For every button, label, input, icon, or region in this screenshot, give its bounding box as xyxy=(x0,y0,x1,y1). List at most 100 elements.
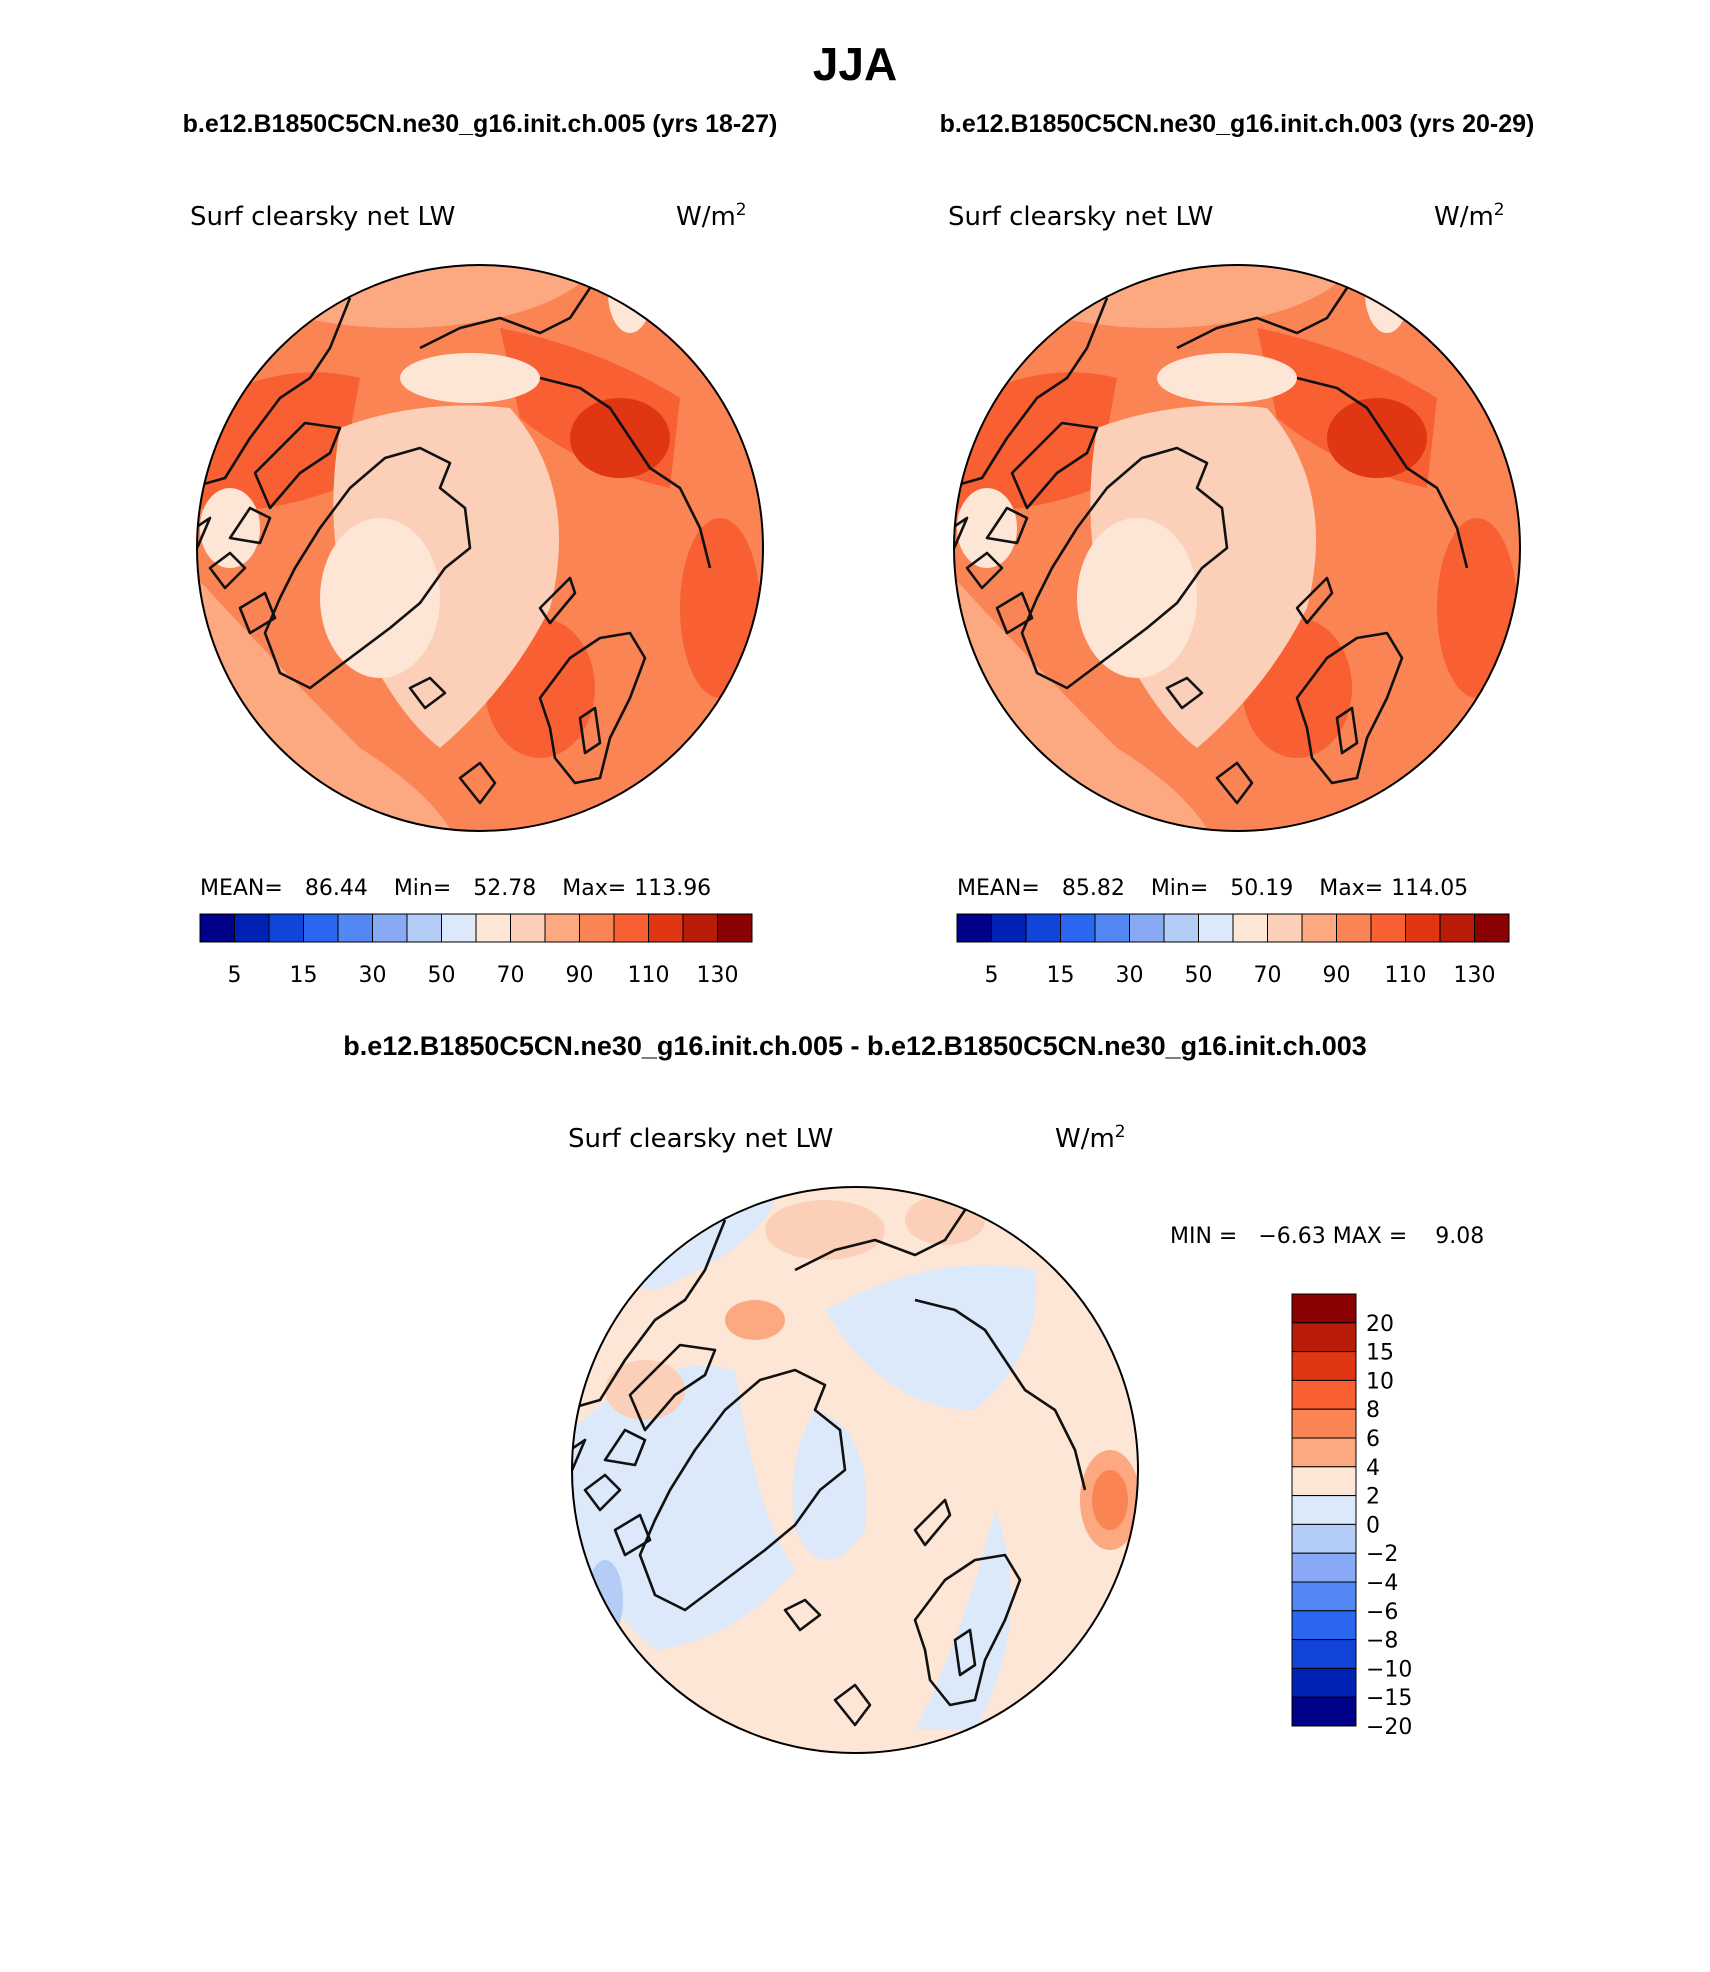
colorbar-box xyxy=(613,913,649,943)
colorbar-tick-label: 10 xyxy=(1366,1369,1394,1394)
colorbar-tick-label: −4 xyxy=(1366,1571,1398,1596)
colorbar-box xyxy=(1291,1552,1357,1583)
colorbar-box xyxy=(1291,1523,1357,1554)
panel-right-map xyxy=(953,264,1521,832)
panel-left-variable-label: Surf clearsky net LW xyxy=(190,202,455,232)
colorbar-box xyxy=(1291,1408,1357,1439)
colorbar-tick-label: −6 xyxy=(1366,1600,1398,1625)
colorbar-tick-label: 6 xyxy=(1366,1427,1380,1452)
colorbar-box xyxy=(544,913,580,943)
colorbar-tick-label: −8 xyxy=(1366,1629,1398,1654)
panel-right-variable-label: Surf clearsky net LW xyxy=(948,202,1213,232)
colorbar-tick-label: 15 xyxy=(1366,1341,1394,1366)
panel-right-case-label: b.e12.B1850C5CN.ne30_g16.init.ch.003 (yr… xyxy=(940,110,1535,138)
colorbar-tick-label: 110 xyxy=(1385,963,1427,988)
colorbar-tick-label: −2 xyxy=(1366,1542,1398,1567)
colorbar-box xyxy=(1405,913,1441,943)
colorbar-box xyxy=(1291,1495,1357,1525)
colorbar-tick-label: 70 xyxy=(1254,963,1282,988)
panel-diff: b.e12.B1850C5CN.ne30_g16.init.ch.005 - b… xyxy=(343,1031,1484,1754)
colorbar-box xyxy=(337,913,373,943)
colorbar-tick-label: 15 xyxy=(290,963,318,988)
panel-left-units-label: W/m2 xyxy=(676,200,747,232)
panel-left-colorbar: 5 15 30 50 70 90 110 130 xyxy=(199,913,753,988)
colorbar-tick-label: 5 xyxy=(985,963,999,988)
diff-title: b.e12.B1850C5CN.ne30_g16.init.ch.005 - b… xyxy=(343,1031,1367,1061)
colorbar-box xyxy=(1439,913,1475,943)
colorbar-box xyxy=(1060,913,1096,943)
colorbar-tick-label: −20 xyxy=(1366,1715,1412,1740)
colorbar-tick-label: 110 xyxy=(628,963,670,988)
panel-left-stats: MEAN= 86.44 Min= 52.78 Max= 113.96 xyxy=(200,876,711,901)
colorbar-tick-label: 30 xyxy=(359,963,387,988)
colorbar-box xyxy=(1094,913,1130,943)
colorbar-tick-label: −10 xyxy=(1366,1657,1412,1682)
colorbar-tick-label: 8 xyxy=(1366,1398,1380,1423)
colorbar-box xyxy=(579,913,615,943)
colorbar-tick-label: 0 xyxy=(1366,1513,1380,1538)
colorbar-box xyxy=(268,913,304,943)
colorbar-tick-label: 20 xyxy=(1366,1312,1394,1337)
colorbar-box xyxy=(682,913,718,943)
colorbar-tick-label: 90 xyxy=(1323,963,1351,988)
panel-left: b.e12.B1850C5CN.ne30_g16.init.ch.005 (yr… xyxy=(183,110,778,988)
colorbar-box xyxy=(1291,1696,1357,1727)
colorbar-tick-label: 15 xyxy=(1047,963,1075,988)
colorbar-box xyxy=(1370,913,1406,943)
panel-left-map xyxy=(196,264,764,832)
colorbar-box xyxy=(199,913,235,943)
colorbar-box xyxy=(1291,1639,1357,1669)
colorbar-box xyxy=(1129,913,1165,943)
colorbar-tick-label: 130 xyxy=(697,963,739,988)
panel-right: b.e12.B1850C5CN.ne30_g16.init.ch.003 (yr… xyxy=(940,110,1535,988)
colorbar-tick-label: 50 xyxy=(428,963,456,988)
colorbar-tick-label: 30 xyxy=(1116,963,1144,988)
colorbar-box xyxy=(510,913,546,943)
colorbar-box xyxy=(406,913,442,943)
colorbar-box xyxy=(1291,1322,1357,1353)
panel-left-case-label: b.e12.B1850C5CN.ne30_g16.init.ch.005 (yr… xyxy=(183,110,778,138)
colorbar-box xyxy=(648,913,684,943)
figure-title: JJA xyxy=(813,38,897,90)
diff-units-label: W/m2 xyxy=(1055,1122,1126,1154)
colorbar-tick-label: −15 xyxy=(1366,1686,1412,1711)
panel-right-units-label: W/m2 xyxy=(1434,200,1505,232)
colorbar-tick-label: 4 xyxy=(1366,1456,1380,1481)
colorbar-box xyxy=(1291,1610,1357,1641)
diff-map xyxy=(571,1186,1139,1754)
colorbar-box xyxy=(1198,913,1234,943)
colorbar-box xyxy=(1291,1667,1357,1698)
colorbar-box xyxy=(717,913,753,943)
colorbar-box xyxy=(1291,1379,1357,1410)
colorbar-tick-label: 90 xyxy=(566,963,594,988)
colorbar-box xyxy=(1291,1437,1357,1468)
colorbar-box xyxy=(956,913,992,943)
panel-right-stats: MEAN= 85.82 Min= 50.19 Max= 114.05 xyxy=(957,876,1468,901)
diff-minmax-label: MIN = −6.63 MAX = 9.08 xyxy=(1170,1224,1484,1249)
colorbar-box xyxy=(1291,1581,1357,1612)
colorbar-tick-label: 5 xyxy=(228,963,242,988)
diff-variable-label: Surf clearsky net LW xyxy=(568,1124,833,1154)
colorbar-box xyxy=(303,913,339,943)
colorbar-box xyxy=(1163,913,1199,943)
colorbar-box xyxy=(1291,1351,1357,1381)
colorbar-tick-label: 70 xyxy=(497,963,525,988)
colorbar-box xyxy=(372,913,408,943)
colorbar-tick-label: 2 xyxy=(1366,1485,1380,1510)
colorbar-box xyxy=(475,913,511,943)
colorbar-tick-label: 50 xyxy=(1185,963,1213,988)
colorbar-box xyxy=(234,913,270,943)
colorbar-box xyxy=(1291,1466,1357,1497)
colorbar-box xyxy=(1025,913,1061,943)
colorbar-box xyxy=(991,913,1027,943)
colorbar-box xyxy=(1336,913,1372,943)
colorbar-box xyxy=(1291,1293,1357,1324)
colorbar-box xyxy=(1474,913,1510,943)
colorbar-box xyxy=(1267,913,1303,943)
colorbar-box xyxy=(1301,913,1337,943)
panel-right-colorbar: 5 15 30 50 70 90 110 130 xyxy=(956,913,1510,988)
colorbar-box xyxy=(441,913,477,943)
colorbar-tick-label: 130 xyxy=(1454,963,1496,988)
